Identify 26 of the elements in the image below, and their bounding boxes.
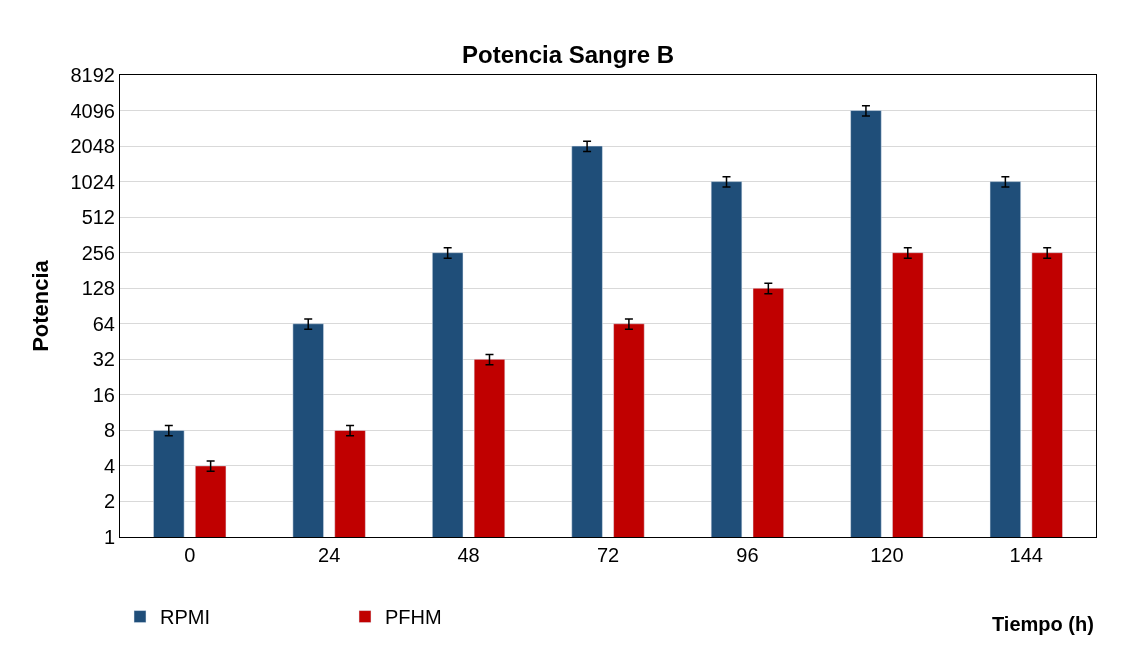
y-tick-label: 2	[103, 490, 115, 513]
x-tick-label: 24	[318, 544, 341, 566]
y-axis-title: Potencia	[28, 259, 54, 352]
y-tick-label: 8	[103, 419, 115, 442]
y-tick-label: 16	[92, 383, 115, 406]
y-tick-label: 128	[81, 277, 115, 300]
legend-label: RPMI	[160, 606, 210, 629]
y-tick-label: 32	[92, 348, 115, 371]
x-tick-label: 96	[736, 544, 759, 566]
y-tick-label: 64	[92, 312, 115, 335]
y-tick-label: 256	[81, 241, 115, 264]
chart-title: Potencia Sangre B	[461, 40, 675, 68]
y-tick-label: 4096	[70, 99, 115, 122]
y-tick-label: 2048	[70, 135, 115, 158]
legend-label: PFHM	[385, 606, 442, 629]
x-tick-label: 144	[1009, 544, 1043, 566]
y-tick-label: 1024	[70, 170, 115, 193]
y-tick-label: 8192	[70, 64, 115, 86]
y-tick-label: 512	[81, 206, 115, 229]
x-tick-label: 72	[596, 544, 620, 566]
x-tick-label: 48	[457, 544, 480, 566]
x-tick-label: 120	[870, 544, 904, 566]
x-tick-label: 0	[184, 544, 196, 566]
x-axis-title: Tiempo (h)	[992, 613, 1094, 635]
y-tick-label: 1	[103, 526, 115, 548]
y-tick-label: 4	[103, 454, 115, 477]
